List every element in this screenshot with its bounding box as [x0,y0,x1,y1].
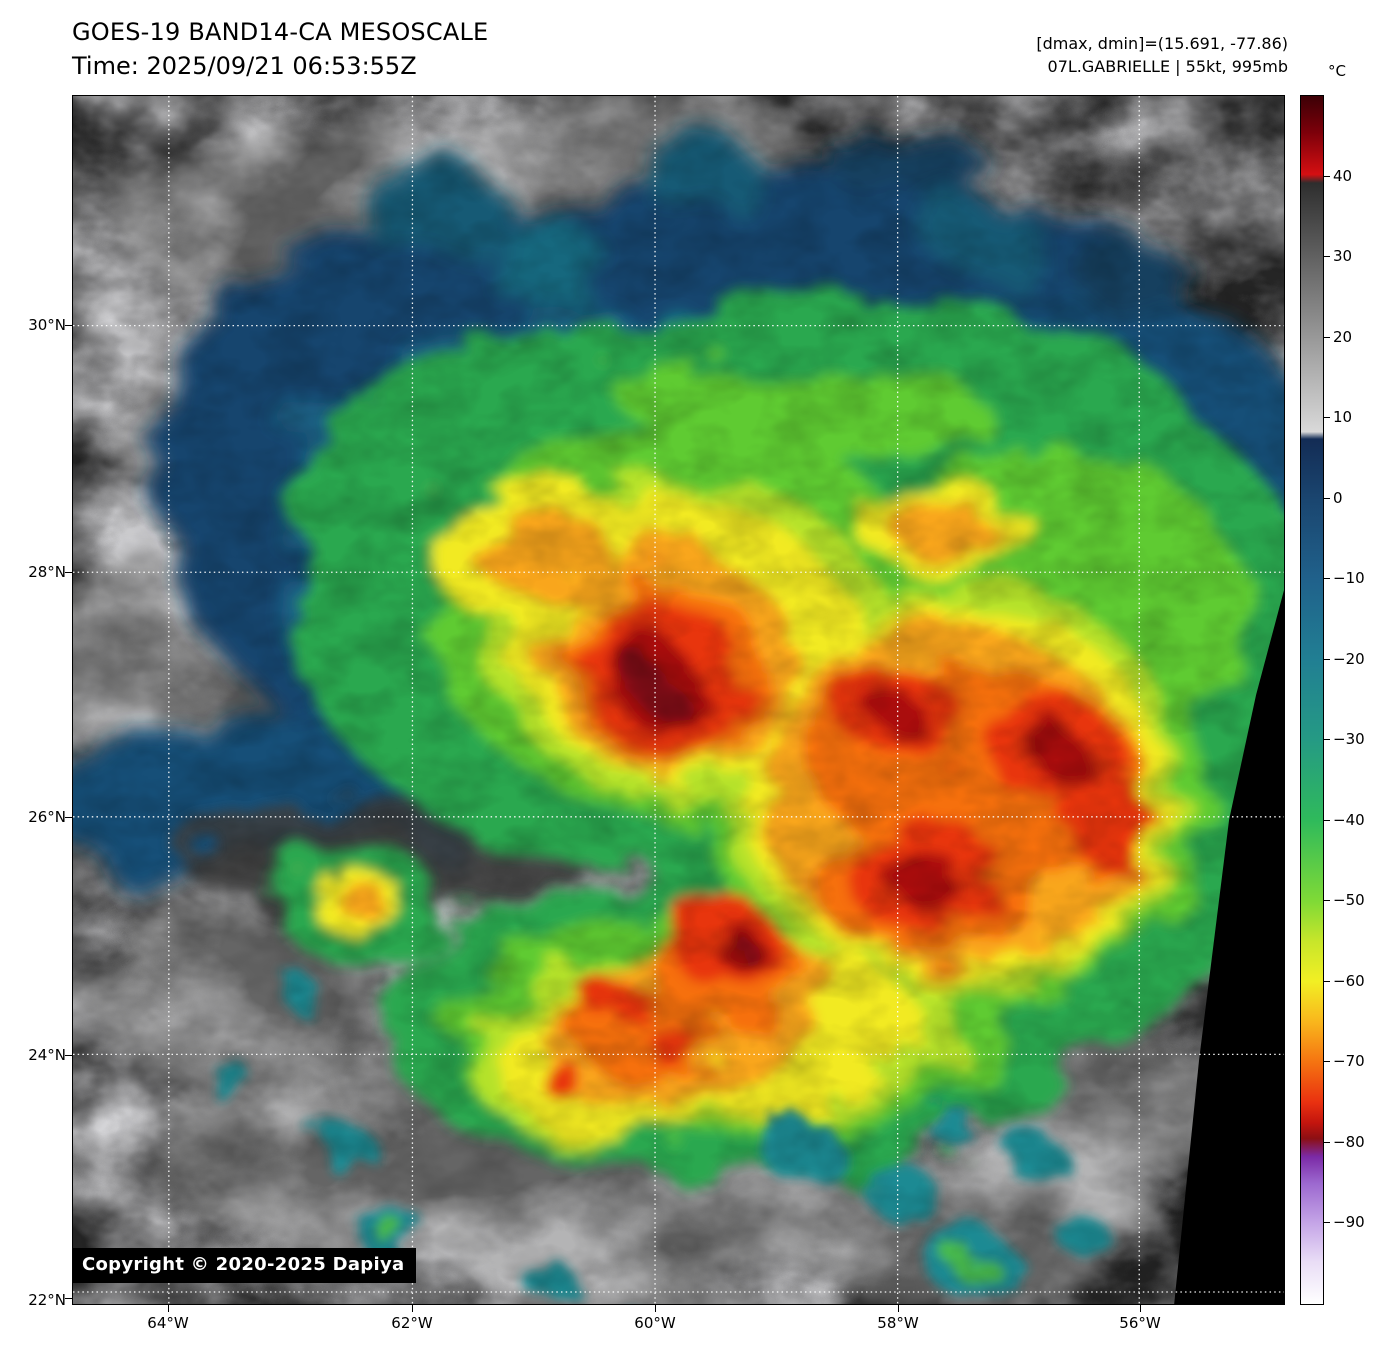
lon-tick-label: 62°W [391,1314,433,1332]
lon-tick-label: 60°W [634,1314,676,1332]
colorbar-tick-label: 0 [1323,489,1343,507]
colorbar-unit-label: °C [1328,62,1346,80]
satellite-map-frame: Copyright © 2020-2025 Dapiya [72,95,1285,1305]
colorbar-tick-label: 30 [1322,247,1353,265]
lon-axis-tick [168,1305,169,1312]
temperature-colorbar [1300,95,1324,1305]
lat-tick-label: 26°N [28,808,66,826]
storm-info-label: 07L.GABRIELLE | 55kt, 995mb [1047,57,1288,76]
lon-axis-tick [1140,1305,1141,1312]
colorbar-tick-label: −70 [1323,1052,1365,1070]
colorbar-tick-label: 20 [1322,328,1353,346]
colorbar-tick-label: −90 [1323,1213,1365,1231]
colorbar-tick-label: −20 [1323,650,1365,668]
lat-tick-label: 28°N [28,563,66,581]
satellite-infrared-image [73,96,1284,1304]
data-range-label: [dmax, dmin]=(15.691, -77.86) [1036,34,1288,53]
lon-axis-tick [898,1305,899,1312]
lon-tick-label: 56°W [1119,1314,1161,1332]
lon-axis-tick [655,1305,656,1312]
lon-tick-label: 58°W [877,1314,919,1332]
colorbar-tick-label: −60 [1323,972,1365,990]
lat-axis-tick [65,1055,72,1056]
colorbar-tick-label: 10 [1322,408,1353,426]
lat-axis-tick [65,817,72,818]
copyright-label: Copyright © 2020-2025 Dapiya [73,1248,417,1283]
lat-axis-tick [65,572,72,573]
lon-axis-tick [412,1305,413,1312]
lat-lon-gridlines [73,96,1284,1304]
scan-edge-black-region [1174,590,1284,1304]
colorbar-tick-label: 40 [1322,167,1353,185]
colorbar-tick-label: −30 [1323,730,1365,748]
colorbar-tick-label: −50 [1323,891,1365,909]
colorbar-tick-label: −80 [1323,1133,1365,1151]
lat-tick-label: 24°N [28,1046,66,1064]
timestamp-label: Time: 2025/09/21 06:53:55Z [72,52,417,80]
lat-tick-label: 30°N [28,316,66,334]
lat-axis-tick [65,1298,72,1299]
lon-tick-label: 64°W [147,1314,189,1332]
colorbar-tick-label: −10 [1323,569,1365,587]
colorbar-tick-label: −40 [1323,811,1365,829]
lat-axis-tick [65,325,72,326]
page-title: GOES-19 BAND14-CA MESOSCALE [72,18,489,46]
lat-tick-label: 22°N [28,1291,66,1309]
